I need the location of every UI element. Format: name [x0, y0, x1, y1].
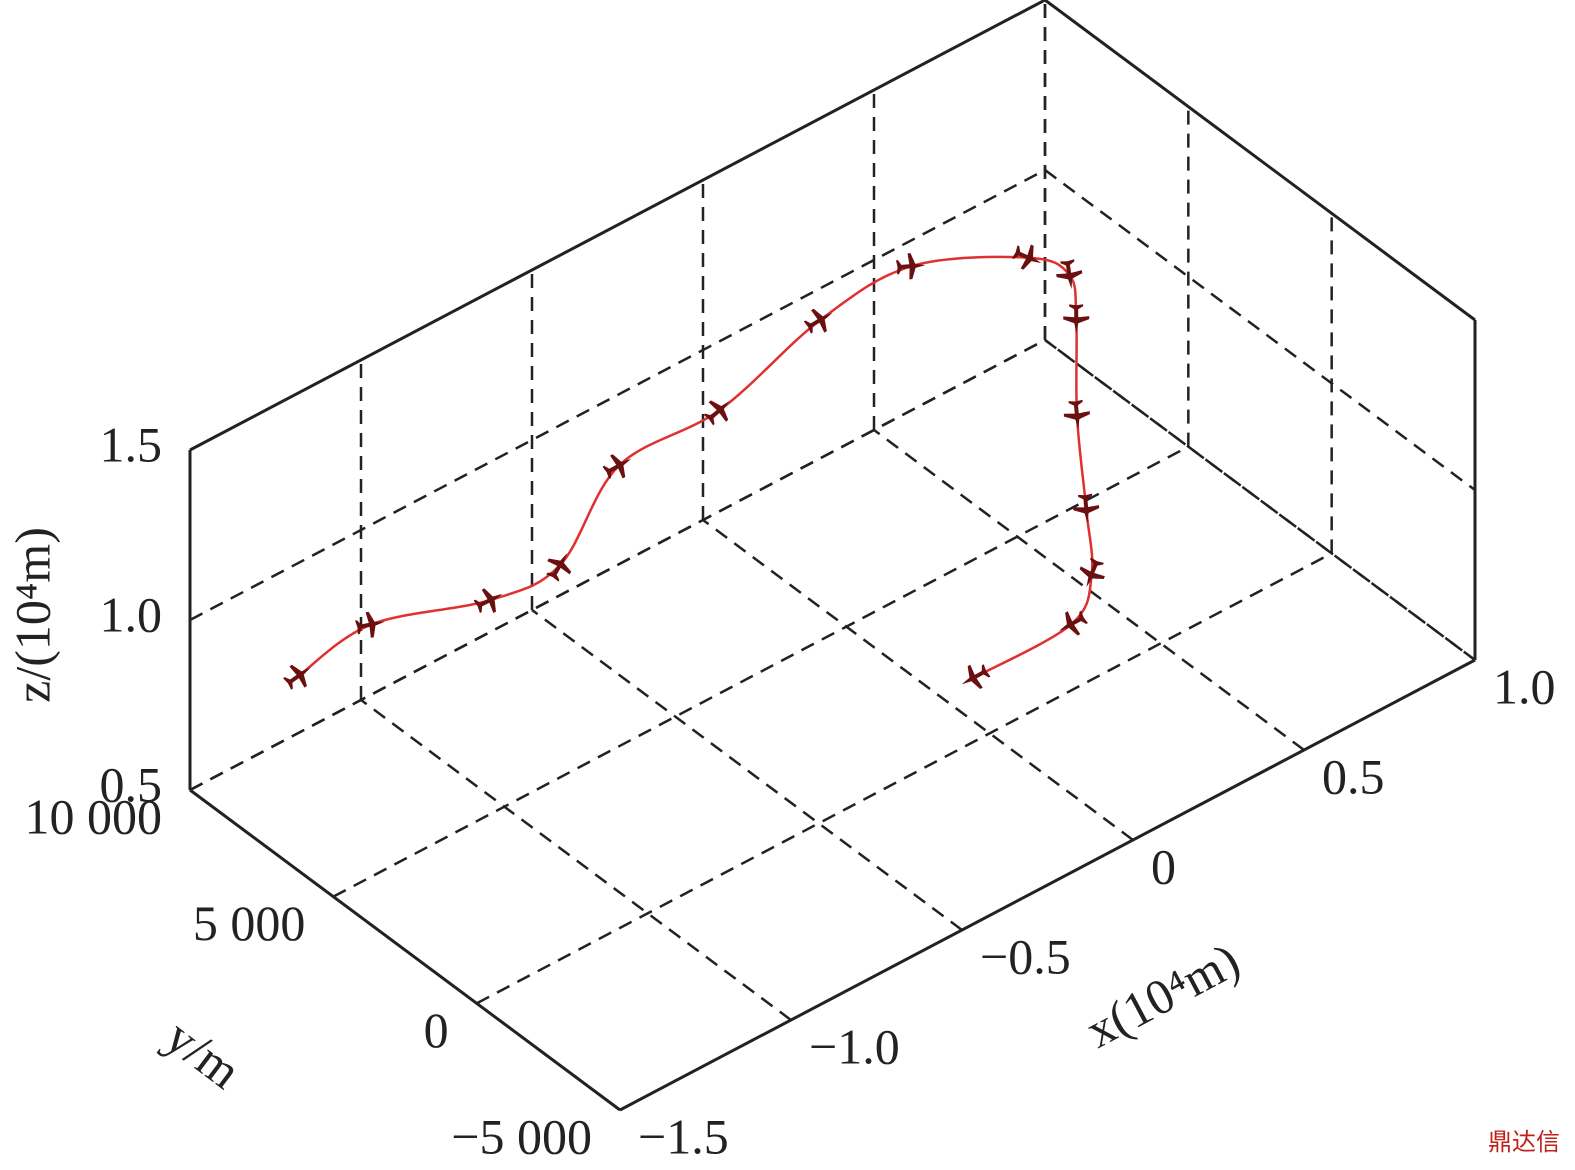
aircraft-marker	[803, 308, 833, 334]
x-tick-label: 0.5	[1322, 748, 1385, 804]
aircraft-marker	[1012, 244, 1042, 270]
grid-line	[1044, 338, 1476, 662]
box-edge	[619, 658, 1476, 1112]
aircraft-marker	[895, 253, 926, 280]
aircraft-marker	[1056, 259, 1083, 289]
watermark: 鼎达信	[1488, 1128, 1560, 1156]
aircraft-marker	[546, 553, 572, 582]
aircraft-marker	[1059, 610, 1088, 636]
aircraft-marker	[1063, 399, 1090, 430]
grid-line	[476, 552, 1333, 1005]
z-axis-label: z/(10⁴m)	[4, 527, 60, 703]
aircraft-marker	[703, 400, 730, 426]
box-edge	[189, 788, 621, 1112]
x-tick-label: −1.5	[638, 1108, 729, 1164]
grid-line	[1044, 338, 1476, 662]
grid-line	[189, 168, 1046, 622]
x-tick-label: 1.0	[1493, 658, 1556, 714]
aircraft-marker	[283, 664, 311, 690]
aircraft-marker	[1063, 304, 1090, 334]
y-tick-label: 5 000	[193, 895, 306, 951]
y-axis-label: y/m	[155, 1008, 251, 1100]
aircraft-marker	[602, 454, 632, 479]
x-tick-label: −1.0	[809, 1018, 900, 1074]
grid-line	[360, 698, 792, 1022]
trajectory	[298, 255, 1094, 679]
grid-line	[332, 445, 1189, 898]
y-tick-label: 0	[424, 1002, 449, 1058]
aircraft-marker	[1073, 493, 1100, 524]
z-tick-label: 0.5	[100, 756, 163, 812]
grid-line	[702, 518, 1134, 842]
z-tick-label: 1.0	[100, 586, 163, 642]
box-edge	[1044, 0, 1476, 322]
x-tick-label: −0.5	[980, 928, 1071, 984]
grid-line	[873, 428, 1305, 752]
aircraft-marker	[473, 588, 503, 614]
aircraft-marker	[1079, 557, 1105, 588]
x-axis-label: x(10⁴m)	[1077, 932, 1249, 1059]
aircraft-marker	[355, 611, 385, 638]
x-tick-label: 0	[1151, 838, 1176, 894]
grid-line	[189, 338, 1046, 792]
box-edge	[189, 0, 1046, 452]
aircraft-marker	[961, 664, 991, 690]
grid-line	[1044, 168, 1476, 492]
grid-line	[531, 608, 963, 932]
z-tick-label: 1.5	[100, 416, 163, 472]
y-tick-label: −5 000	[451, 1108, 592, 1164]
y-tick-label: 10 000	[25, 788, 163, 844]
